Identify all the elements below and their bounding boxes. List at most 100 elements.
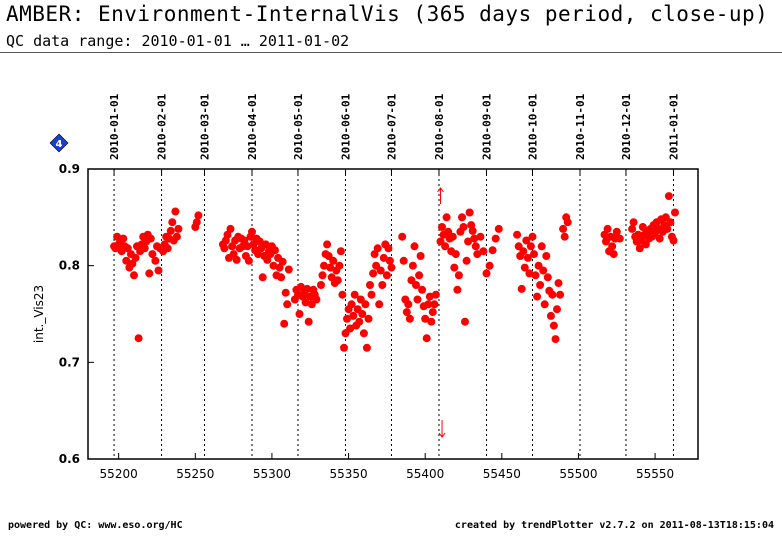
data-point xyxy=(359,329,368,338)
data-point xyxy=(154,266,163,275)
date-marker-label: 2010-11-01 xyxy=(574,93,587,160)
data-point xyxy=(416,252,425,260)
data-point xyxy=(333,276,342,285)
data-point xyxy=(362,343,371,352)
data-point xyxy=(413,295,422,304)
data-point xyxy=(542,252,551,260)
data-point xyxy=(556,290,565,299)
date-marker-label: 2010-02-01 xyxy=(156,93,169,160)
data-point xyxy=(553,305,561,314)
data-point xyxy=(462,256,471,265)
data-point xyxy=(448,232,457,241)
data-point xyxy=(277,273,286,282)
data-point xyxy=(163,244,172,253)
data-point xyxy=(663,224,672,233)
y-tick-label: 0.9 xyxy=(59,162,80,176)
data-point xyxy=(473,250,482,259)
data-point xyxy=(329,256,338,265)
outlier-arrow-down xyxy=(438,420,446,438)
data-point xyxy=(312,295,321,304)
data-point xyxy=(369,269,378,278)
data-point xyxy=(343,314,351,323)
data-point xyxy=(491,234,500,243)
data-point xyxy=(422,334,431,343)
data-point xyxy=(192,218,201,227)
data-point xyxy=(151,256,160,265)
outlier-arrow-up xyxy=(437,187,444,204)
x-tick-label: 55250 xyxy=(176,467,214,481)
chart-subtitle: QC data range: 2010-01-01 … 2011-01-02 xyxy=(6,32,350,50)
data-point xyxy=(232,255,241,264)
data-point xyxy=(412,281,420,289)
data-point xyxy=(244,256,253,265)
data-point xyxy=(671,208,679,217)
x-tick-label: 55500 xyxy=(559,467,597,481)
data-point xyxy=(174,224,183,233)
date-marker-label: 2010-06-01 xyxy=(339,93,352,160)
data-point xyxy=(533,292,542,301)
data-point xyxy=(366,281,374,289)
data-point xyxy=(471,242,480,251)
data-point xyxy=(468,226,477,235)
data-point xyxy=(425,292,434,301)
y-axis-label: int._Vis23 xyxy=(32,285,46,343)
data-point xyxy=(563,218,572,227)
data-point xyxy=(664,192,673,201)
data-point xyxy=(346,324,355,333)
date-marker-label: 2010-04-01 xyxy=(246,93,259,160)
date-marker-label: 2010-12-01 xyxy=(620,93,633,160)
data-point xyxy=(482,269,491,278)
data-point xyxy=(421,314,430,323)
data-point xyxy=(220,244,229,253)
data-point xyxy=(295,310,304,318)
x-tick-label: 55550 xyxy=(636,467,674,481)
data-point xyxy=(326,263,335,272)
data-point xyxy=(134,334,143,343)
date-marker-label: 2010-08-01 xyxy=(433,93,446,160)
date-marker-label: 2010-09-01 xyxy=(480,93,493,160)
data-point xyxy=(226,224,235,233)
data-point xyxy=(373,244,382,253)
data-point xyxy=(408,261,417,270)
data-point xyxy=(258,273,267,282)
data-point xyxy=(350,290,359,299)
data-point xyxy=(513,230,522,239)
data-point xyxy=(464,237,473,246)
data-point xyxy=(609,250,618,259)
data-point xyxy=(431,290,440,299)
data-point xyxy=(523,253,532,262)
data-point xyxy=(402,308,411,317)
data-point xyxy=(358,310,367,318)
data-point xyxy=(194,211,203,220)
data-point xyxy=(323,240,332,249)
data-point xyxy=(453,285,462,294)
data-point xyxy=(382,271,391,280)
data-point xyxy=(248,227,256,236)
data-point xyxy=(549,321,558,330)
data-point xyxy=(560,232,569,241)
chart-title: AMBER: Environment-InternalVis (365 days… xyxy=(6,2,769,26)
data-point xyxy=(415,271,424,280)
data-point xyxy=(340,343,348,352)
data-point xyxy=(278,257,287,266)
data-point xyxy=(168,218,177,227)
data-point xyxy=(379,253,388,262)
data-point xyxy=(367,290,376,299)
date-marker-label: 2010-10-01 xyxy=(526,93,539,160)
data-point xyxy=(349,311,358,320)
date-marker-label: 2011-01-01 xyxy=(667,93,680,160)
data-point xyxy=(281,288,290,297)
y-tick-label: 0.6 xyxy=(59,452,80,466)
data-point xyxy=(364,314,373,323)
data-point xyxy=(470,234,479,243)
diamond-badge-icon xyxy=(49,133,69,153)
data-point xyxy=(430,300,439,309)
date-marker-label: 2010-03-01 xyxy=(198,93,211,160)
data-point xyxy=(283,300,292,309)
data-point xyxy=(539,266,548,275)
data-point xyxy=(612,227,621,236)
data-point xyxy=(461,317,469,326)
footer-credit: powered by QC: www.eso.org/HC xyxy=(8,520,183,531)
data-point xyxy=(522,236,531,245)
data-point xyxy=(261,240,270,249)
